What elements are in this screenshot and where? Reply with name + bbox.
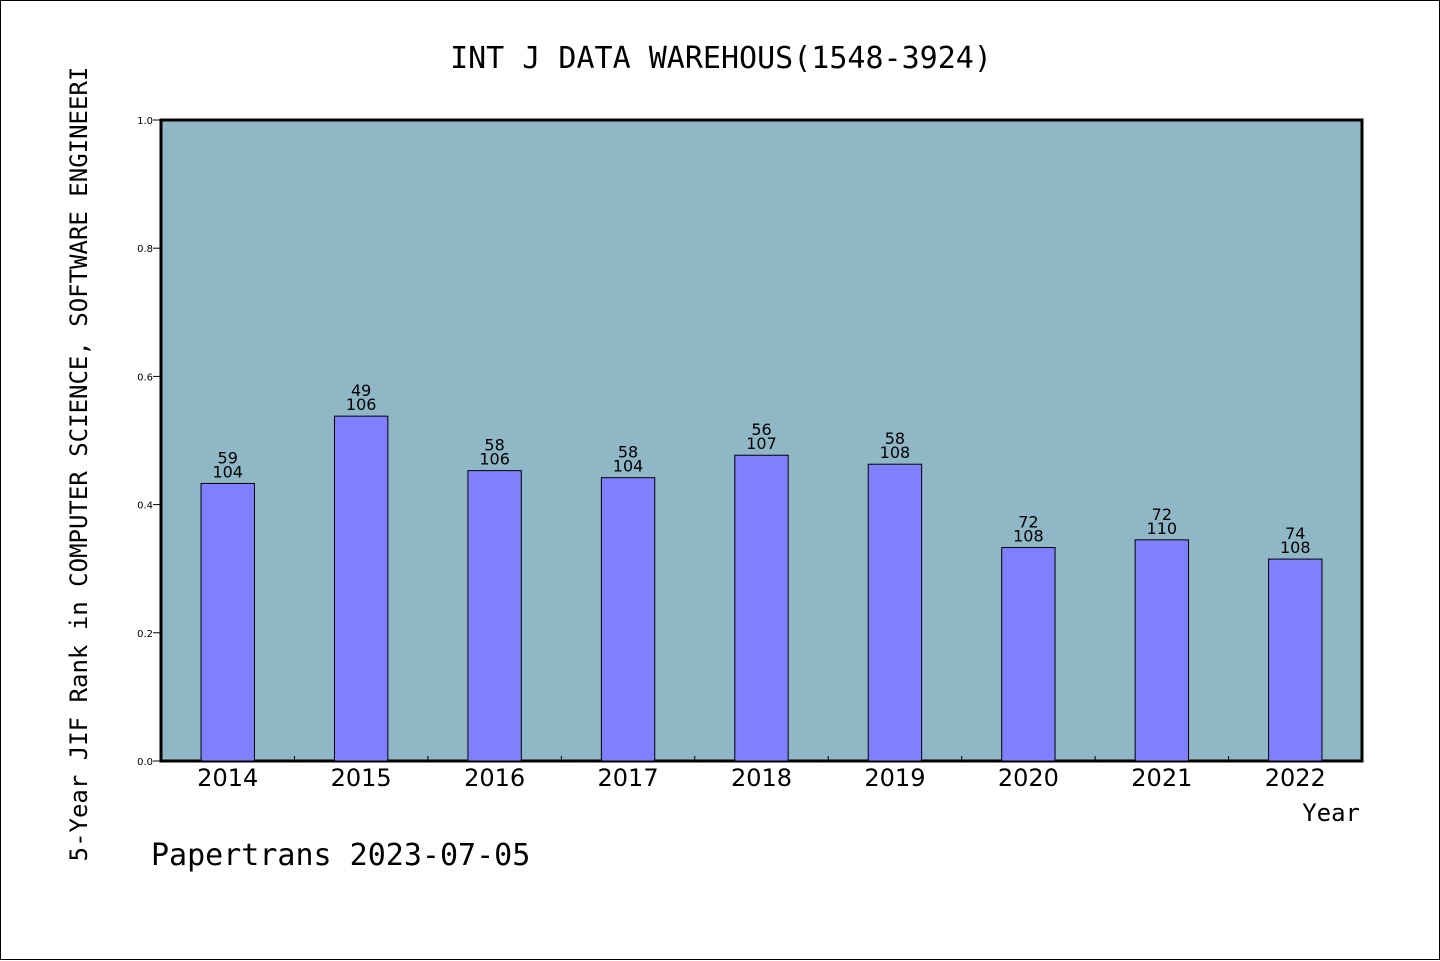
bar-total-label-2015: 106 bbox=[346, 395, 377, 414]
bar-total-label-2018: 107 bbox=[746, 434, 777, 453]
y-tick-label-0.4: 0.4 bbox=[137, 501, 153, 512]
bar-rank-label-2019: 58 bbox=[885, 429, 905, 448]
bar-total-label-2017: 104 bbox=[613, 457, 644, 476]
bar-rank-label-2018: 56 bbox=[751, 420, 771, 439]
bar-2018 bbox=[734, 454, 789, 762]
x-tick-label-2017: 2017 bbox=[598, 764, 659, 792]
y-tick-label-0.0: 0.0 bbox=[137, 757, 153, 768]
bar-2020 bbox=[1001, 547, 1056, 762]
y-axis-ticks: 0.0 0.2 0.4 0.6 0.8 1.0 bbox=[137, 116, 161, 768]
x-tick-label-2022: 2022 bbox=[1265, 764, 1326, 792]
x-tick-label-2018: 2018 bbox=[731, 764, 792, 792]
y-tick-label-0.8: 0.8 bbox=[137, 244, 153, 255]
bar-2021 bbox=[1134, 539, 1190, 762]
y-tick-label-1.0: 1.0 bbox=[137, 116, 153, 127]
footer-credit: Papertrans 2023-07-05 bbox=[151, 838, 530, 873]
x-axis-label: Year bbox=[1302, 799, 1360, 827]
bar-2019 bbox=[867, 463, 923, 762]
bar-rank-label-2022: 74 bbox=[1285, 524, 1305, 543]
bar-rank-label-2016: 58 bbox=[484, 436, 504, 455]
bar-2016 bbox=[467, 470, 522, 762]
bar-total-label-2020: 108 bbox=[1013, 527, 1044, 546]
x-tick-label-2020: 2020 bbox=[998, 764, 1059, 792]
bar-rank-label-2017: 58 bbox=[618, 443, 638, 462]
bar-rank-label-2014: 59 bbox=[218, 448, 238, 467]
x-axis-ticks: 2014 2015 2016 2017 2018 2019 2020 2021 2022 bbox=[197, 756, 1326, 792]
bar-rank-label-2020: 72 bbox=[1018, 513, 1038, 532]
bar-total-label-2016: 106 bbox=[479, 450, 510, 469]
y-tick-label-0.6: 0.6 bbox=[137, 372, 153, 383]
bar-2014 bbox=[200, 482, 255, 762]
x-tick-label-2015: 2015 bbox=[331, 764, 392, 792]
bar-total-label-2021: 110 bbox=[1147, 519, 1178, 538]
x-tick-label-2016: 2016 bbox=[464, 764, 525, 792]
y-tick-label-0.2: 0.2 bbox=[137, 629, 153, 640]
bar-2017 bbox=[600, 477, 656, 762]
bar-rank-label-2021: 72 bbox=[1152, 505, 1172, 524]
bar-total-label-2019: 108 bbox=[880, 443, 911, 462]
bar-total-label-2022: 108 bbox=[1280, 538, 1311, 557]
bar-rank-label-2015: 49 bbox=[351, 381, 371, 400]
bars-layer bbox=[200, 415, 1323, 762]
x-tick-label-2014: 2014 bbox=[197, 764, 258, 792]
bar-total-label-2014: 104 bbox=[212, 462, 243, 481]
chart-title: INT J DATA WAREHOUS(1548-3924) bbox=[450, 41, 992, 76]
y-axis-label: 5-Year JIF Rank in COMPUTER SCIENCE, SOF… bbox=[65, 67, 93, 862]
x-tick-label-2021: 2021 bbox=[1131, 764, 1192, 792]
x-tick-label-2019: 2019 bbox=[864, 764, 925, 792]
bar-2015 bbox=[333, 415, 389, 762]
bar-2022 bbox=[1268, 558, 1323, 762]
